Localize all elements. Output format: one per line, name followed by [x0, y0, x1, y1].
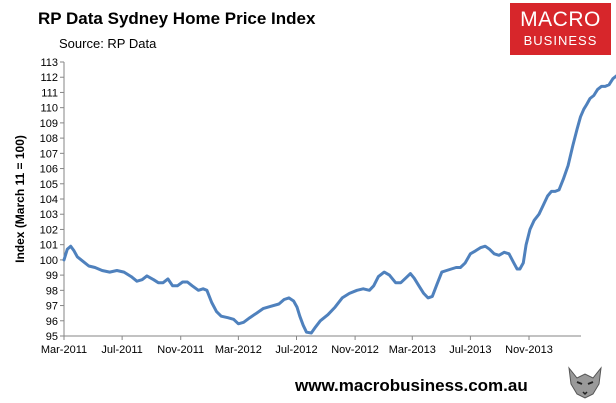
x-tick-label: Nov-2013: [505, 344, 553, 356]
y-tick-label: 99: [46, 270, 58, 282]
logo-line2: BUSINESS: [523, 33, 598, 48]
y-tick-label: 100: [40, 255, 58, 267]
y-tick-label: 112: [40, 72, 58, 84]
y-axis-label: Index (March 11 = 100): [13, 135, 27, 263]
fox-icon: [568, 366, 602, 399]
y-tick-label: 103: [40, 209, 58, 221]
chart-subtitle: Source: RP Data: [59, 36, 157, 51]
y-tick-label: 105: [40, 179, 58, 191]
y-tick-label: 107: [40, 148, 58, 160]
y-tick-label: 95: [46, 331, 58, 343]
chart-title: RP Data Sydney Home Price Index: [38, 9, 316, 28]
y-tick-label: 104: [40, 194, 58, 206]
y-tick-label: 109: [40, 118, 58, 130]
y-tick-label: 106: [40, 164, 58, 176]
x-tick-label: Mar-2012: [215, 344, 262, 356]
x-tick-label: Jul-2011: [101, 344, 142, 356]
x-tick-label: Nov-2011: [157, 344, 204, 356]
y-tick-label: 110: [40, 103, 58, 115]
y-tick-label: 96: [46, 316, 58, 328]
y-tick-label: 101: [40, 240, 58, 252]
y-tick-label: 102: [40, 224, 58, 236]
logo-line1: MACRO: [520, 8, 601, 31]
y-tick-label: 113: [40, 57, 58, 69]
y-tick-label: 98: [46, 285, 58, 297]
series-line-0: [62, 74, 616, 335]
x-tick-label: Mar-2013: [389, 344, 436, 356]
x-tick-label: Mar-2011: [41, 344, 87, 356]
x-tick-label: Jul-2012: [275, 344, 317, 356]
x-tick-label: Nov-2012: [331, 344, 379, 356]
y-tick-label: 108: [40, 133, 58, 145]
website-url: www.macrobusiness.com.au: [295, 376, 528, 395]
y-tick-label: 111: [41, 87, 58, 99]
y-tick-label: 97: [46, 301, 58, 313]
x-tick-label: Jul-2013: [449, 344, 491, 356]
macrobusiness-logo: MACRO BUSINESS: [510, 3, 611, 55]
